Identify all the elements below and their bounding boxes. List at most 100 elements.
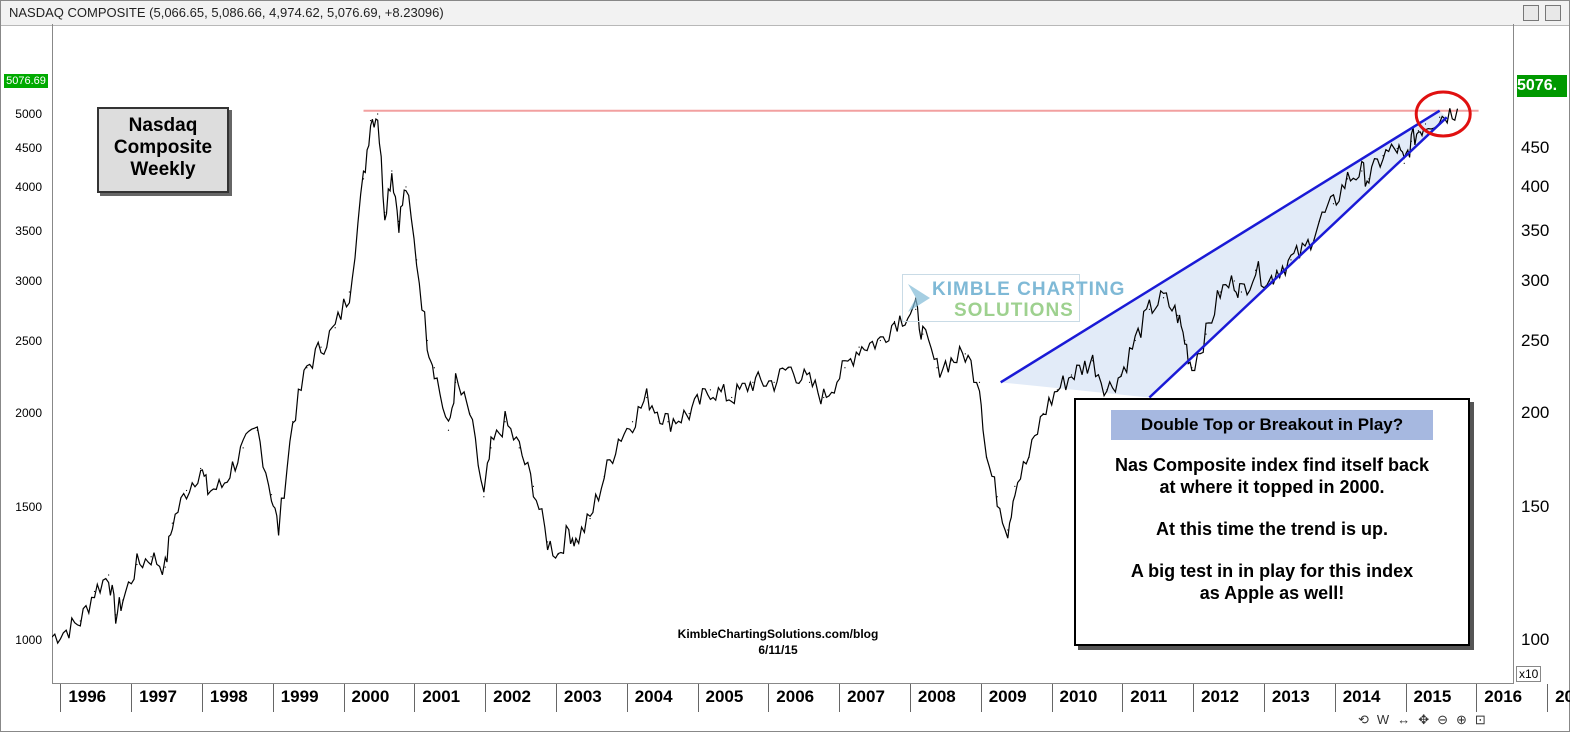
y-tick-right: 450 <box>1521 138 1550 158</box>
x-year-separator <box>343 684 345 712</box>
data-point <box>1417 130 1420 132</box>
data-point <box>93 590 96 593</box>
x-year-separator <box>1122 684 1124 712</box>
x-year-separator <box>60 684 62 712</box>
x-tick-label: 1998 <box>209 687 248 706</box>
data-point <box>808 381 811 383</box>
x10-scale-badge[interactable]: x10 <box>1516 666 1542 682</box>
data-point <box>964 353 966 355</box>
y-tick-right: 350 <box>1521 220 1550 240</box>
x-year-separator <box>1547 684 1549 712</box>
chart-toolbar: ⟲ W ↔ ✥ ⊖ ⊕ ⊡ <box>1358 712 1564 730</box>
data-point <box>1332 203 1335 205</box>
data-point <box>292 421 294 423</box>
maximize-window-button[interactable] <box>1545 5 1561 21</box>
data-point <box>1134 339 1136 342</box>
data-point <box>334 327 336 329</box>
data-point <box>1233 280 1235 282</box>
y-tick-left: 4000 <box>15 179 42 194</box>
title-line-2: Composite <box>113 137 213 158</box>
data-point <box>504 421 506 423</box>
x-tick-label: 2001 <box>422 687 461 706</box>
price-chart-svg <box>52 90 1479 645</box>
data-point <box>1092 360 1094 362</box>
title-line-1: Nasdaq <box>128 115 198 136</box>
toolbar-tool-icon[interactable]: W <box>1376 712 1390 727</box>
x-year-separator <box>201 684 203 712</box>
data-point <box>922 333 924 335</box>
x-tick-label: 2016 <box>1484 687 1523 706</box>
data-point <box>469 412 471 415</box>
data-point <box>773 381 775 383</box>
data-point <box>200 467 202 470</box>
data-point <box>1410 140 1412 142</box>
data-point <box>320 346 322 348</box>
data-point <box>1042 412 1044 415</box>
data-point <box>362 178 365 180</box>
data-point <box>518 447 520 449</box>
y-tick-right: 250 <box>1521 330 1550 350</box>
x-tick-label: 1999 <box>280 687 319 706</box>
x-year-separator <box>555 684 557 712</box>
x-tick-label: 2015 <box>1413 687 1452 706</box>
x-tick-label: 2012 <box>1201 687 1239 706</box>
data-point <box>731 396 733 399</box>
lower-trendline <box>1148 116 1448 399</box>
toolbar-tool-icon[interactable]: ⊡ <box>1474 712 1486 727</box>
data-point <box>589 517 591 520</box>
data-point <box>575 541 577 543</box>
data-point <box>1070 374 1073 376</box>
toolbar-tool-icon[interactable]: ↔ <box>1397 712 1411 727</box>
data-point <box>709 389 712 391</box>
toolbar-tool-icon[interactable]: ⊖ <box>1437 712 1448 727</box>
x-tick-label: 2014 <box>1342 687 1381 706</box>
data-point <box>858 346 860 348</box>
data-point <box>1318 220 1320 222</box>
x-year-separator <box>414 684 416 712</box>
data-point <box>985 456 988 458</box>
x-year-separator <box>626 684 628 712</box>
x-year-separator <box>1193 684 1195 712</box>
data-point <box>136 563 138 566</box>
data-point <box>1191 367 1193 369</box>
commentary-paragraph-1: Nas Composite index find itself back at … <box>1076 454 1468 498</box>
y-tick-left: 1500 <box>15 500 42 515</box>
y-tick-left: 2000 <box>15 406 42 421</box>
data-point <box>915 308 917 310</box>
x-year-separator <box>272 684 274 712</box>
data-point <box>79 620 81 622</box>
data-point <box>398 220 400 222</box>
x-tick-label: 1997 <box>139 687 177 706</box>
watermark-line-2: SOLUTIONS <box>954 300 1074 321</box>
data-point <box>1014 485 1016 487</box>
data-point <box>391 170 393 172</box>
watermark-logo: KIMBLE CHARTING SOLUTIONS <box>902 274 1124 322</box>
data-point <box>207 489 209 492</box>
x-tick-label: 2011 <box>1130 687 1168 706</box>
data-point <box>1456 108 1458 110</box>
data-point <box>52 636 53 638</box>
toolbar-tool-icon[interactable]: ✥ <box>1418 712 1430 727</box>
data-point <box>454 381 457 383</box>
restore-window-button[interactable] <box>1523 5 1539 21</box>
toolbar-tool-icon[interactable]: ⟲ <box>1358 712 1369 727</box>
plot-area[interactable] <box>52 24 1514 684</box>
data-point <box>115 614 117 616</box>
data-point <box>483 496 485 498</box>
commentary-box: Double Top or Breakout in Play? Nas Comp… <box>1074 398 1470 646</box>
y-tick-right: 300 <box>1521 270 1550 290</box>
x-year-separator <box>1334 684 1336 712</box>
data-point <box>1106 389 1108 391</box>
y-tick-left: 3000 <box>15 273 42 288</box>
credit-date: 6/11/15 <box>758 643 798 657</box>
x-tick-label: 2004 <box>634 687 673 706</box>
commentary-line: Nas Composite index find itself back <box>1114 455 1430 475</box>
symbol-name: NASDAQ COMPOSITE <box>9 5 146 20</box>
source-credit: KimbleChartingSolutions.com/blog 6/11/15 <box>640 626 916 658</box>
data-point <box>546 541 549 543</box>
toolbar-tool-icon[interactable]: ⊕ <box>1456 712 1467 727</box>
x-tick-label: 2006 <box>776 687 815 706</box>
data-point <box>1403 162 1405 164</box>
data-point <box>1162 297 1165 299</box>
